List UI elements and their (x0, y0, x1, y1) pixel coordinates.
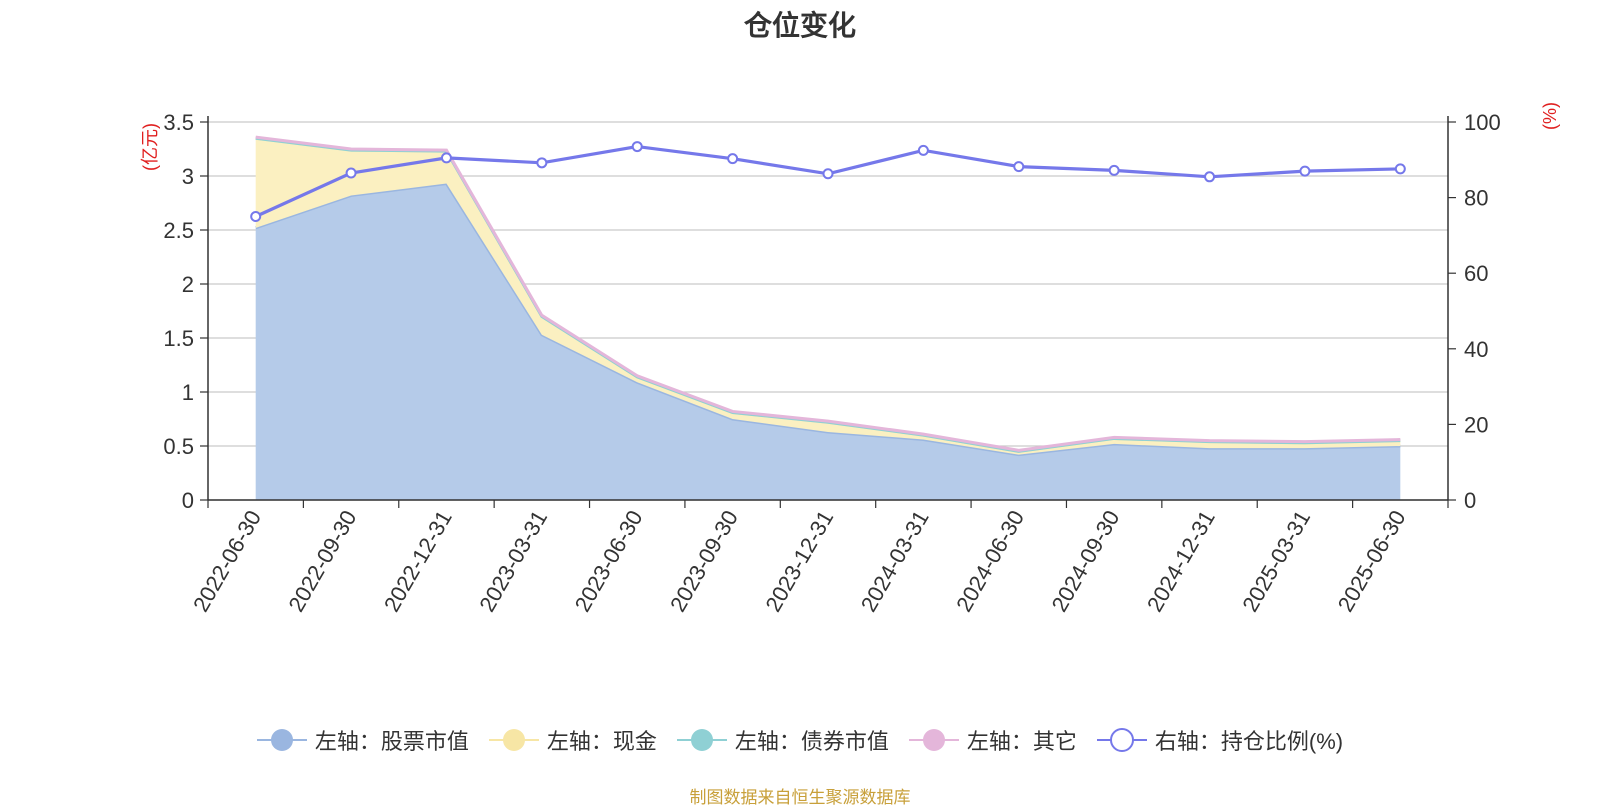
x-tick-label: 2022-06-30 (188, 506, 266, 616)
legend-label: 左轴：债券市值 (734, 729, 889, 754)
holding-ratio-point (345, 167, 357, 179)
holding-ratio-point (440, 152, 452, 164)
left-axis-unit: (亿元) (140, 123, 160, 171)
legend-symbol-icon (676, 729, 727, 751)
left-tick-label: 3 (182, 164, 194, 189)
left-tick-label: 1.5 (163, 326, 194, 351)
left-tick-label: 0 (182, 488, 194, 513)
legend-symbol-icon (256, 729, 307, 751)
legend-item[interactable]: 左轴：其它 (908, 724, 1077, 756)
holding-ratio-point (1108, 164, 1120, 176)
x-tick-label: 2023-06-30 (570, 506, 648, 616)
area-1 (255, 183, 1401, 500)
left-tick-label: 0.5 (163, 434, 194, 459)
holding-ratio-point (250, 211, 262, 222)
legend-symbol-icon (488, 729, 539, 751)
right-tick-label: 100 (1464, 110, 1501, 135)
chart-legend: 左轴：股票市值 左轴：现金 左轴：债券市值 左轴：其它 右轴：持仓比例(%) (0, 724, 1600, 756)
right-tick-label: 40 (1464, 337, 1488, 362)
x-tick-label: 2022-09-30 (283, 506, 361, 616)
x-tick-label: 2022-12-31 (379, 506, 457, 616)
right-axis-unit: (%) (1540, 102, 1560, 130)
x-tick-label: 2024-06-30 (951, 506, 1029, 616)
legend-label: 右轴：持仓比例(%) (1154, 729, 1344, 754)
left-tick-label: 1 (182, 380, 194, 405)
x-tick-label: 2025-06-30 (1333, 506, 1411, 616)
x-tick-label: 2023-03-31 (474, 506, 552, 616)
legend-item[interactable]: 右轴：持仓比例(%) (1096, 724, 1344, 756)
holding-ratio-point (536, 157, 548, 169)
x-tick-label: 2025-03-31 (1237, 506, 1315, 616)
area-line-4 (255, 135, 1401, 452)
holding-ratio-point (1204, 171, 1216, 183)
x-tick-label: 2024-09-30 (1047, 506, 1125, 616)
x-tick-label: 2024-12-31 (1142, 506, 1220, 616)
legend-item[interactable]: 左轴：股票市值 (256, 724, 469, 756)
x-tick-label: 2023-12-31 (760, 506, 838, 616)
holding-ratio-point (1013, 161, 1025, 173)
right-tick-label: 0 (1464, 488, 1476, 513)
legend-label: 左轴：股票市值 (314, 729, 469, 754)
legend-label: 左轴：现金 (546, 729, 657, 754)
legend-item[interactable]: 左轴：债券市值 (676, 724, 889, 756)
right-tick-label: 20 (1464, 412, 1488, 437)
holding-ratio-point (727, 153, 739, 165)
legend-symbol-icon (1096, 728, 1147, 752)
holding-ratio-point (917, 144, 929, 156)
holding-ratio-point (1299, 165, 1311, 177)
right-tick-label: 80 (1464, 186, 1488, 211)
x-tick-label: 2024-03-31 (856, 506, 934, 616)
left-tick-label: 2.5 (163, 218, 194, 243)
legend-symbol-icon (908, 729, 959, 751)
source-note: 制图数据来自恒生聚源数据库 (689, 788, 911, 807)
left-tick-label: 2 (182, 272, 194, 297)
legend-label: 左轴：其它 (966, 729, 1077, 754)
right-tick-label: 60 (1464, 261, 1488, 286)
holding-ratio-point (631, 141, 643, 153)
left-tick-label: 3.5 (163, 110, 194, 135)
holding-ratio-point (822, 168, 834, 180)
x-tick-label: 2023-09-30 (665, 506, 743, 616)
legend-item[interactable]: 左轴：现金 (488, 724, 657, 756)
holding-ratio-point (1394, 163, 1406, 175)
chart-title: 仓位变化 (743, 10, 856, 41)
